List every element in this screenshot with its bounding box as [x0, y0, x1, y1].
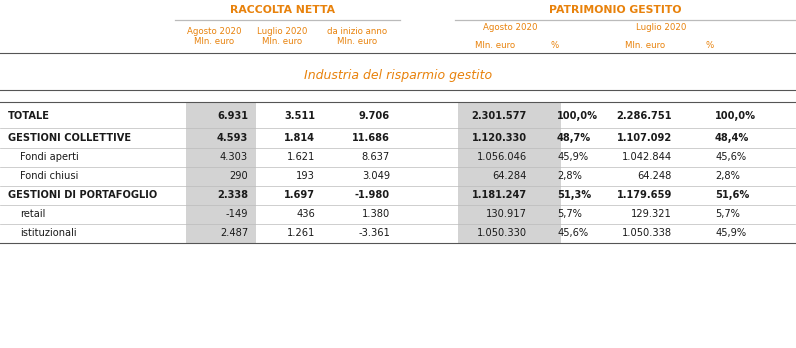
Text: -149: -149: [225, 209, 248, 219]
Text: 45,9%: 45,9%: [715, 228, 746, 238]
Text: 48,7%: 48,7%: [557, 133, 591, 143]
Text: %: %: [551, 40, 559, 49]
Text: 129.321: 129.321: [631, 209, 672, 219]
Text: 130.917: 130.917: [486, 209, 527, 219]
Text: 51,6%: 51,6%: [715, 190, 749, 200]
Text: 51,3%: 51,3%: [557, 190, 591, 200]
Text: %: %: [706, 40, 714, 49]
Text: Luglio 2020: Luglio 2020: [257, 26, 307, 35]
Text: PATRIMONIO GESTITO: PATRIMONIO GESTITO: [548, 5, 681, 15]
Text: 8.637: 8.637: [362, 152, 390, 162]
Text: 1.056.046: 1.056.046: [477, 152, 527, 162]
Text: 1.179.659: 1.179.659: [617, 190, 672, 200]
Text: -1.980: -1.980: [355, 190, 390, 200]
Text: 193: 193: [296, 171, 315, 181]
Text: 5,7%: 5,7%: [557, 209, 582, 219]
Text: 4.593: 4.593: [217, 133, 248, 143]
Text: Agosto 2020: Agosto 2020: [482, 23, 537, 32]
Text: GESTIONI COLLETTIVE: GESTIONI COLLETTIVE: [8, 133, 131, 143]
Text: Mln. euro: Mln. euro: [475, 40, 515, 49]
Text: Fondi chiusi: Fondi chiusi: [20, 171, 78, 181]
Text: 436: 436: [296, 209, 315, 219]
Text: 9.706: 9.706: [359, 111, 390, 121]
Text: 100,0%: 100,0%: [715, 111, 756, 121]
Text: 45,6%: 45,6%: [715, 152, 746, 162]
Text: 1.120.330: 1.120.330: [472, 133, 527, 143]
Text: 5,7%: 5,7%: [715, 209, 739, 219]
Text: Fondi aperti: Fondi aperti: [20, 152, 79, 162]
Text: 45,6%: 45,6%: [557, 228, 588, 238]
Text: 1.261: 1.261: [287, 228, 315, 238]
Text: 1.181.247: 1.181.247: [472, 190, 527, 200]
Text: 2.338: 2.338: [217, 190, 248, 200]
Text: 45,9%: 45,9%: [557, 152, 588, 162]
Text: 3.049: 3.049: [362, 171, 390, 181]
Text: 100,0%: 100,0%: [557, 111, 598, 121]
Text: 1.380: 1.380: [361, 209, 390, 219]
Text: Mln. euro: Mln. euro: [625, 40, 665, 49]
Text: RACCOLTA NETTA: RACCOLTA NETTA: [229, 5, 334, 15]
Text: 1.814: 1.814: [284, 133, 315, 143]
Text: 48,4%: 48,4%: [715, 133, 749, 143]
Text: Agosto 2020: Agosto 2020: [187, 26, 241, 35]
Text: Luglio 2020: Luglio 2020: [636, 23, 686, 32]
Text: 4.303: 4.303: [220, 152, 248, 162]
Text: 64.248: 64.248: [638, 171, 672, 181]
Text: Mln. euro: Mln. euro: [194, 38, 234, 47]
Text: Industria del risparmio gestito: Industria del risparmio gestito: [304, 69, 492, 81]
Bar: [186, 102, 256, 243]
Text: GESTIONI DI PORTAFOGLIO: GESTIONI DI PORTAFOGLIO: [8, 190, 158, 200]
Text: Mln. euro: Mln. euro: [262, 38, 302, 47]
Text: 3.511: 3.511: [284, 111, 315, 121]
Text: 2.487: 2.487: [220, 228, 248, 238]
Text: da inizio anno: da inizio anno: [327, 26, 387, 35]
Text: 1.697: 1.697: [284, 190, 315, 200]
Text: 1.042.844: 1.042.844: [622, 152, 672, 162]
Text: 1.621: 1.621: [287, 152, 315, 162]
Text: TOTALE: TOTALE: [8, 111, 50, 121]
Text: 2,8%: 2,8%: [715, 171, 739, 181]
Text: 6.931: 6.931: [217, 111, 248, 121]
Text: 290: 290: [229, 171, 248, 181]
Text: 1.050.330: 1.050.330: [477, 228, 527, 238]
Text: 64.284: 64.284: [493, 171, 527, 181]
Text: retail: retail: [20, 209, 45, 219]
Text: 11.686: 11.686: [352, 133, 390, 143]
Text: 2.301.577: 2.301.577: [472, 111, 527, 121]
Text: Mln. euro: Mln. euro: [337, 38, 377, 47]
Text: 2,8%: 2,8%: [557, 171, 582, 181]
Bar: [458, 102, 561, 243]
Text: 1.050.338: 1.050.338: [622, 228, 672, 238]
Text: -3.361: -3.361: [358, 228, 390, 238]
Text: 1.107.092: 1.107.092: [617, 133, 672, 143]
Text: istituzionali: istituzionali: [20, 228, 76, 238]
Text: 2.286.751: 2.286.751: [616, 111, 672, 121]
